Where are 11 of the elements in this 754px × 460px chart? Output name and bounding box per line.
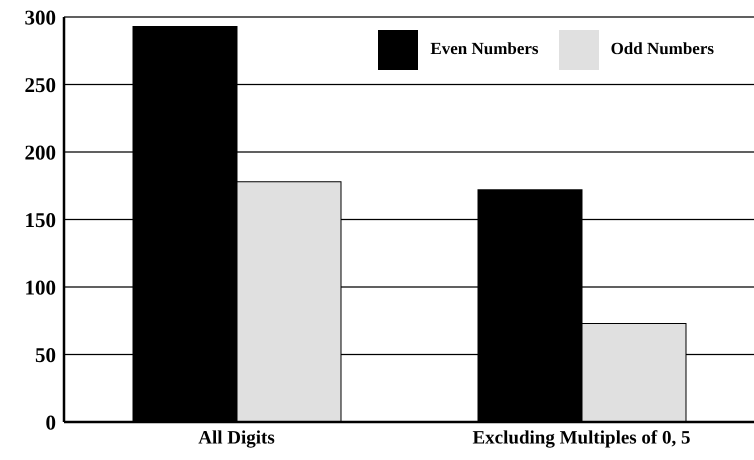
y-tick-label: 300	[24, 5, 56, 30]
y-tick-label: 200	[24, 140, 56, 164]
y-tick-label: 50	[35, 342, 56, 367]
x-tick-label: Excluding Multiples of 0, 5	[472, 427, 690, 448]
y-tick-label: 250	[24, 72, 56, 97]
legend-label: Even Numbers	[430, 38, 539, 58]
y-tick-label: 150	[24, 208, 56, 232]
legend-label: Odd Numbers	[610, 38, 714, 58]
x-tick-label: All Digits	[198, 427, 275, 448]
y-tick-label: 0	[46, 410, 56, 434]
y-tick-label: 100	[24, 275, 56, 300]
